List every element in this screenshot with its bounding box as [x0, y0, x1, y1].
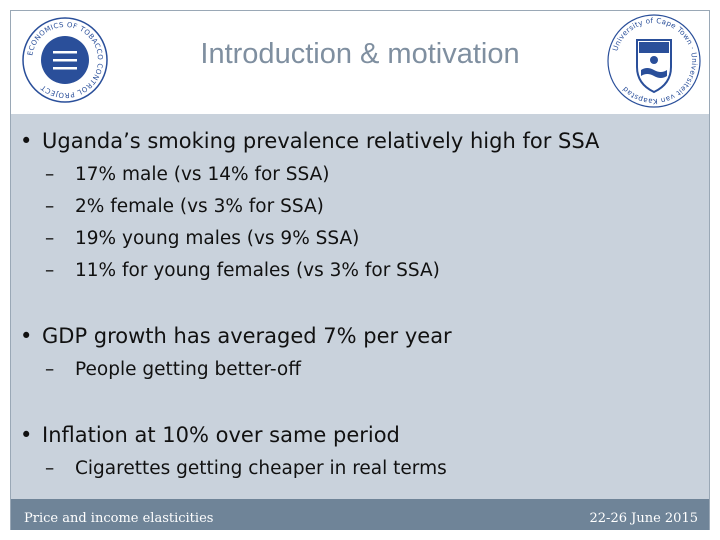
- sub-bullet-marker: –: [45, 260, 55, 281]
- sub-bullet-text: 19% young males (vs 9% SSA): [75, 228, 360, 249]
- bullet-marker: •: [20, 129, 33, 153]
- slide-title: Introduction & motivation: [200, 38, 520, 70]
- sub-bullet-item: – Cigarettes getting cheaper in real term…: [45, 458, 447, 479]
- sub-bullet-marker: –: [45, 196, 55, 217]
- footer-topic: Price and income elasticities: [24, 511, 214, 526]
- sub-bullet-marker: –: [45, 164, 55, 185]
- sub-bullet-item: – People getting better-off: [45, 359, 301, 380]
- sub-bullet-item: –11% for young females (vs 3% for SSA): [45, 260, 440, 281]
- bullet-item: • GDP growth has averaged 7% per year: [20, 324, 452, 348]
- sub-bullet-marker: –: [45, 359, 55, 380]
- bullet-marker: •: [20, 324, 33, 348]
- sub-bullet-text: 2% female (vs 3% for SSA): [75, 196, 324, 217]
- header-divider: [11, 114, 709, 116]
- sub-bullet-text: People getting better-off: [75, 359, 301, 380]
- bullet-item: • Uganda’s smoking prevalence relatively …: [20, 129, 599, 153]
- sub-bullet-text: Cigarettes getting cheaper in real terms: [75, 458, 447, 479]
- sub-bullet-item: –2% female (vs 3% for SSA): [45, 196, 324, 217]
- sub-bullet-marker: –: [45, 458, 55, 479]
- bullet-text: Inflation at 10% over same period: [42, 423, 400, 447]
- sub-bullet-item: –17% male (vs 14% for SSA): [45, 164, 329, 185]
- bullet-marker: •: [20, 423, 33, 447]
- bullet-text: Uganda’s smoking prevalence relatively h…: [42, 129, 600, 153]
- sub-bullet-marker: –: [45, 228, 55, 249]
- bullet-text: GDP growth has averaged 7% per year: [42, 324, 452, 348]
- footer-date: 22-26 June 2015: [589, 511, 698, 526]
- slide-header: [11, 11, 709, 114]
- tobacco-control-logo: ECONOMICS OF TOBACCO CONTROL PROJECT: [22, 17, 108, 103]
- slide-content: [11, 116, 709, 499]
- sub-bullet-item: –19% young males (vs 9% SSA): [45, 228, 359, 249]
- uct-crest-logo: University of Cape Town · Universiteit v…: [607, 14, 701, 108]
- slide-footer: [11, 499, 709, 530]
- sub-bullet-text: 11% for young females (vs 3% for SSA): [75, 260, 440, 281]
- sub-bullet-text: 17% male (vs 14% for SSA): [75, 164, 330, 185]
- bullet-item: • Inflation at 10% over same period: [20, 423, 400, 447]
